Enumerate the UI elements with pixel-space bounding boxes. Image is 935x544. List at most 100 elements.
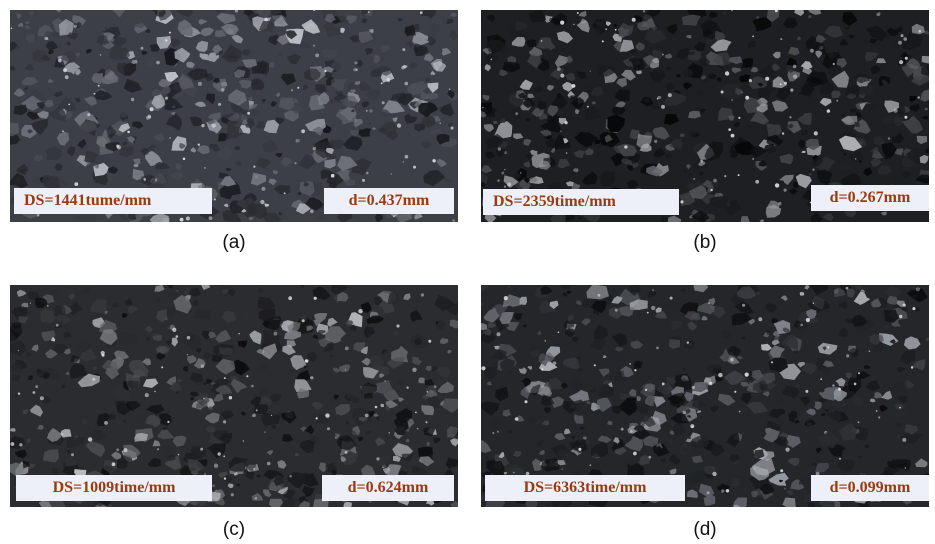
aggregate-stone xyxy=(44,146,62,160)
aggregate-stone xyxy=(405,438,410,443)
highlight-speck xyxy=(324,69,327,73)
aggregate-stone xyxy=(481,302,483,306)
aggregate-stone xyxy=(331,469,337,476)
highlight-speck xyxy=(301,129,305,134)
highlight-speck xyxy=(738,410,741,413)
aggregate-stone xyxy=(398,93,413,106)
highlight-speck xyxy=(203,397,205,400)
aggregate-stone xyxy=(757,87,771,100)
aggregate-stone xyxy=(10,462,25,477)
highlight-speck xyxy=(330,173,335,178)
highlight-speck xyxy=(420,293,424,297)
aggregate-stone xyxy=(528,177,538,183)
aggregate-stone xyxy=(255,10,271,19)
highlight-speck xyxy=(709,381,713,385)
aggregate-stone xyxy=(905,58,921,69)
aggregate-stone xyxy=(567,314,575,322)
aggregate-stone xyxy=(686,127,697,137)
aggregate-stone xyxy=(869,38,878,44)
aggregate-stone xyxy=(806,309,817,320)
aggregate-stone xyxy=(31,344,39,352)
aggregate-stone xyxy=(163,317,169,321)
aggregate-stone xyxy=(629,285,641,296)
aggregate-stone xyxy=(915,307,920,312)
aggregate-stone xyxy=(230,359,250,376)
aggregate-stone xyxy=(259,388,269,395)
aggregate-stone xyxy=(590,388,597,393)
aggregate-stone xyxy=(719,92,725,98)
aggregate-stone xyxy=(514,313,523,321)
highlight-speck xyxy=(589,464,592,466)
aggregate-stone xyxy=(247,203,267,220)
aggregate-stone xyxy=(613,437,620,444)
aggregate-stone xyxy=(693,41,706,52)
aggregate-stone xyxy=(560,382,568,389)
aggregate-stone xyxy=(287,54,301,65)
highlight-speck xyxy=(304,359,309,363)
aggregate-stone xyxy=(85,48,92,54)
highlight-speck xyxy=(765,76,770,81)
aggregate-stone xyxy=(538,160,551,170)
aggregate-stone xyxy=(231,34,244,44)
highlight-speck xyxy=(899,60,904,65)
highlight-speck xyxy=(312,146,316,151)
aggregate-stone xyxy=(250,172,267,186)
aggregate-stone xyxy=(58,18,74,36)
aggregate-stone xyxy=(647,290,657,298)
aggregate-stone xyxy=(111,303,119,308)
highlight-speck xyxy=(450,126,454,130)
aggregate-stone xyxy=(786,57,797,67)
aggregate-stone xyxy=(332,367,340,373)
aggregate-stone xyxy=(715,376,724,382)
highlight-speck xyxy=(419,11,423,15)
aggregate-stone xyxy=(204,412,220,424)
aggregate-stone xyxy=(881,115,893,125)
aggregate-stone xyxy=(18,316,29,324)
aggregate-stone xyxy=(338,364,351,373)
pavement-photo-a: DS=1441tume/mm d=0.437mm xyxy=(10,10,458,222)
aggregate-stone xyxy=(340,455,347,462)
highlight-speck xyxy=(344,346,349,351)
aggregate-stone xyxy=(337,155,358,172)
aggregate-stone xyxy=(134,413,147,426)
aggregate-stone xyxy=(272,170,279,175)
aggregate-stone xyxy=(311,402,323,410)
highlight-speck xyxy=(504,169,506,171)
aggregate-stone xyxy=(892,133,905,144)
aggregate-stone xyxy=(211,484,216,488)
aggregate-stone xyxy=(423,427,436,437)
aggregate-stone xyxy=(427,395,441,408)
highlight-speck xyxy=(62,130,64,132)
aggregate-stone xyxy=(96,35,110,46)
aggregate-stone xyxy=(698,483,715,498)
aggregate-stone xyxy=(111,97,118,102)
aggregate-stone xyxy=(667,215,682,222)
aggregate-stone xyxy=(154,10,166,18)
aggregate-stone xyxy=(732,497,747,507)
aggregate-stone xyxy=(487,321,497,329)
highlight-speck xyxy=(17,349,20,352)
highlight-speck xyxy=(289,475,292,478)
highlight-speck xyxy=(401,66,405,70)
aggregate-stone xyxy=(540,285,553,295)
aggregate-stone xyxy=(116,331,139,345)
aggregate-stone xyxy=(79,348,98,362)
aggregate-stone xyxy=(796,384,800,388)
aggregate-stone xyxy=(859,160,862,163)
aggregate-stone xyxy=(195,40,209,53)
aggregate-stone xyxy=(889,339,896,345)
highlight-speck xyxy=(752,158,754,160)
aggregate-stone xyxy=(672,422,687,437)
aggregate-stone xyxy=(925,148,929,154)
aggregate-stone xyxy=(724,370,746,386)
aggregate-stone xyxy=(436,158,447,168)
aggregate-stone xyxy=(631,58,649,72)
aggregate-stone xyxy=(358,81,372,91)
aggregate-stone xyxy=(293,98,299,103)
aggregate-stone xyxy=(739,74,751,83)
highlight-speck xyxy=(402,161,404,163)
highlight-speck xyxy=(228,396,233,400)
texture-depth-label-c: DS=1009time/mm xyxy=(16,475,212,501)
highlight-speck xyxy=(744,372,749,377)
aggregate-stone xyxy=(436,366,452,377)
